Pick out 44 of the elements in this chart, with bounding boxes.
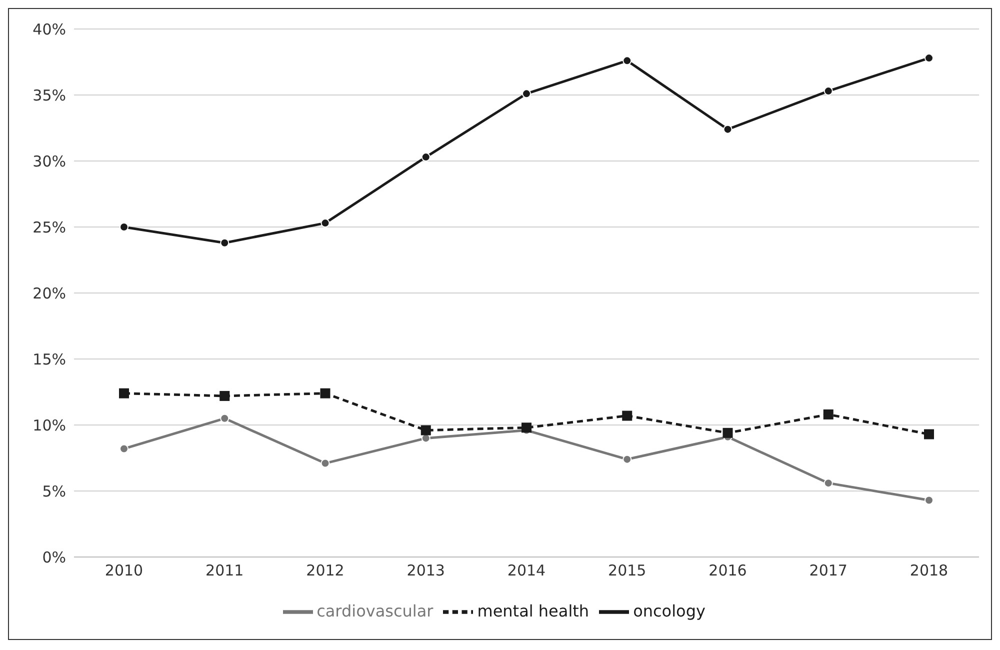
y-tick-label: 15% [32, 350, 66, 368]
point [119, 388, 129, 398]
x-tick-label: 2015 [608, 562, 646, 580]
point [420, 425, 431, 436]
point [522, 89, 531, 98]
x-tick-label: 2018 [910, 562, 948, 580]
y-tick-label: 35% [32, 86, 66, 104]
x-tick-label: 2017 [809, 562, 848, 580]
y-tick-label: 40% [32, 20, 66, 38]
point [823, 409, 834, 420]
x-tick-label: 2011 [206, 562, 244, 580]
point [320, 388, 330, 398]
x-tick-label: 2014 [507, 562, 546, 580]
y-tick-label: 30% [32, 152, 66, 170]
y-tick-label: 10% [32, 416, 66, 434]
point [220, 390, 230, 401]
point [622, 56, 632, 66]
x-tick-label: 2013 [406, 562, 445, 580]
x-tick-label: 2016 [708, 562, 747, 580]
point [220, 414, 230, 423]
legend-label: mental health [477, 601, 590, 620]
point [522, 422, 532, 433]
x-tick-label: 2012 [306, 562, 344, 580]
y-tick-label: 20% [32, 284, 66, 302]
legend-label: cardiovascular [316, 601, 434, 620]
point [722, 428, 733, 438]
point [824, 86, 833, 96]
point [924, 429, 934, 440]
point [120, 222, 128, 232]
point [622, 410, 632, 421]
point [220, 238, 230, 248]
point [723, 124, 732, 134]
y-tick-label: 0% [42, 548, 66, 566]
point [924, 496, 934, 505]
y-tick-label: 5% [42, 482, 66, 500]
point [320, 218, 330, 228]
point [824, 478, 833, 488]
point [320, 458, 330, 468]
legend-label: oncology [633, 601, 706, 620]
point [421, 152, 430, 162]
point [120, 444, 128, 454]
point [622, 454, 632, 464]
y-tick-label: 25% [32, 218, 66, 236]
x-tick-label: 2010 [104, 562, 144, 580]
